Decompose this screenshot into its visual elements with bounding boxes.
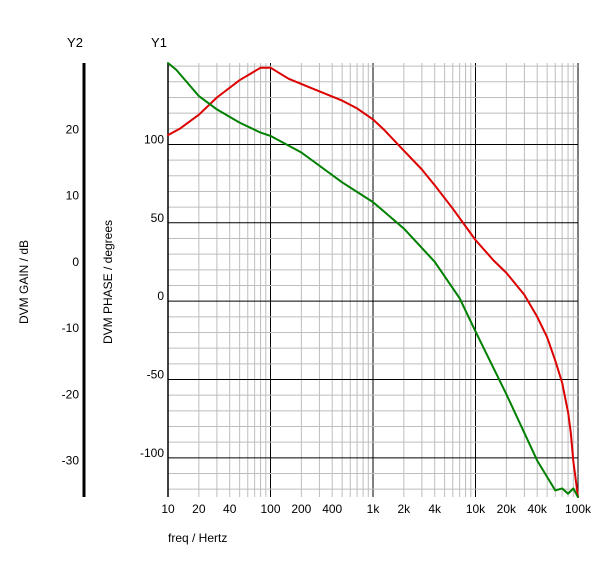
y2-axis-label: DVM GAIN / dB xyxy=(17,240,31,324)
x-tick-label: 1k xyxy=(367,502,381,516)
ticks: 10 20 40 100 200 400 1k 2k 4k 10k 20k 40k 100k100500… xyxy=(62,122,592,516)
x-tick-label: 10 xyxy=(161,502,175,516)
x-tick-label: 400 xyxy=(322,502,342,516)
y1-tick-label: 50 xyxy=(151,211,165,225)
y2-tick-label: 0 xyxy=(72,255,79,269)
x-tick-label: 4k xyxy=(428,502,442,516)
y2-tick-label: -30 xyxy=(62,454,80,468)
y2-tick-label: 10 xyxy=(66,189,80,203)
y1-axis-label: DVM PHASE / degrees xyxy=(101,220,115,344)
x-axis-label: freq / Hertz xyxy=(168,531,227,545)
y1-tick-label: 0 xyxy=(157,289,164,303)
x-tick-label: 20k xyxy=(497,502,517,516)
x-tick-label: 200 xyxy=(291,502,311,516)
y2-tick-label: -20 xyxy=(62,387,80,401)
y1-tick-label: -100 xyxy=(140,446,164,460)
y1-tick-label: 100 xyxy=(144,132,164,146)
x-tick-label: 100k xyxy=(565,502,592,516)
axes xyxy=(82,63,169,497)
x-tick-label: 10k xyxy=(466,502,486,516)
x-tick-label: 2k xyxy=(398,502,412,516)
x-tick-label: 40 xyxy=(223,502,237,516)
x-tick-label: 100 xyxy=(260,502,280,516)
x-tick-label: 20 xyxy=(192,502,206,516)
series xyxy=(167,62,579,498)
y2-axis-header: Y2 xyxy=(67,35,83,50)
y2-tick-label: 20 xyxy=(66,122,80,136)
y2-tick-label: -10 xyxy=(62,321,80,335)
phase-series-line xyxy=(167,66,579,498)
grid xyxy=(167,63,579,497)
gain-series-line xyxy=(167,62,579,498)
x-tick-label: 40k xyxy=(528,502,548,516)
y1-tick-label: -50 xyxy=(147,367,165,381)
y1-axis-header: Y1 xyxy=(151,35,167,50)
